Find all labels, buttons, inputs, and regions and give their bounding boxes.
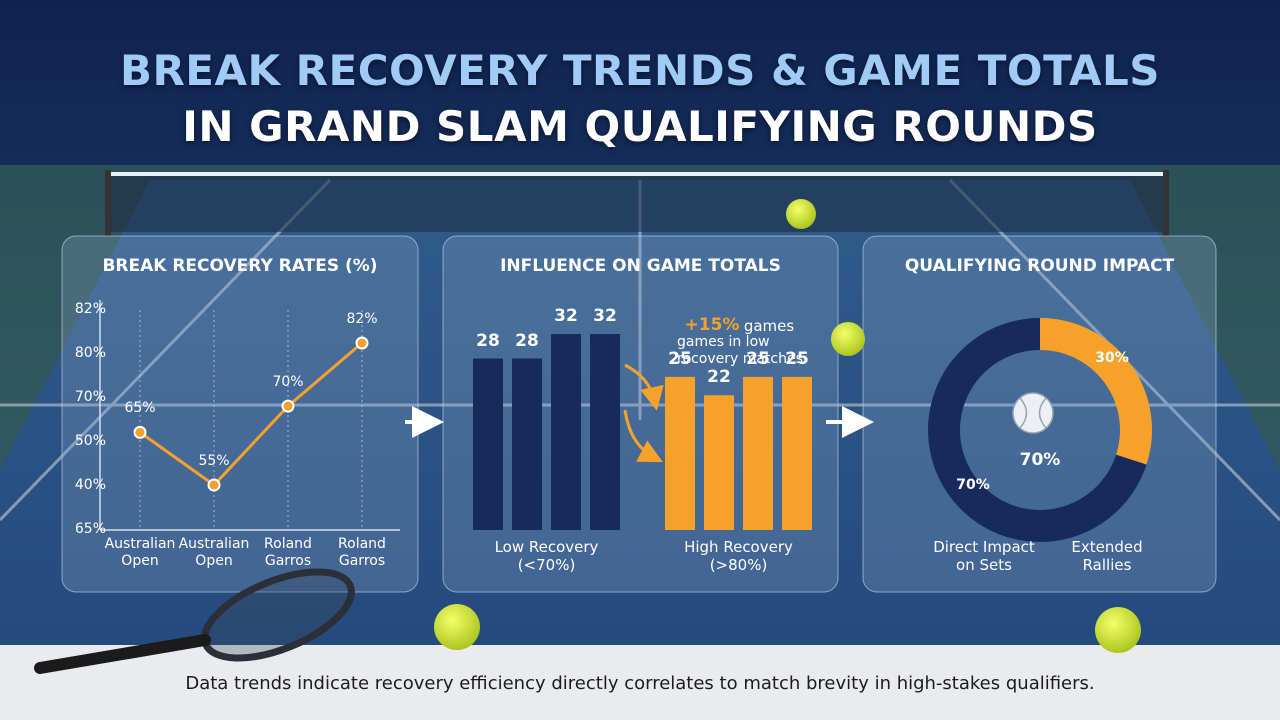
y-tick-label: 65% [74,521,106,537]
y-tick-label: 82% [74,301,106,317]
tennis-ball [434,604,480,650]
annotation-arrow [623,409,663,463]
bar [473,358,503,530]
center-label: 70% [1019,450,1061,470]
tennis-ball [831,322,865,356]
data-point [207,478,221,492]
data-label: 25 [746,348,770,369]
group-label: Low Recovery (<70%) [494,538,599,574]
data-label: 70% [956,477,990,493]
bar [704,395,734,530]
data-label: 32 [554,306,578,326]
y-tick-label: 70% [74,389,106,405]
bar [665,376,695,530]
x-tick-label: Australian Open [178,536,250,569]
data-label: 28 [476,330,500,351]
x-tick-label: Roland Garros [338,536,386,569]
bar [782,376,812,530]
annotation-arrow [624,363,664,411]
data-label: 22 [707,367,731,388]
title-line-2: IN GRAND SLAM QUALIFYING ROUNDS [182,102,1098,151]
data-label: 82% [346,311,378,327]
data-label: 70% [272,374,304,391]
annotation-highlight: +15% [684,315,740,335]
data-point [355,336,369,350]
data-label: 25 [668,348,692,369]
group-label: High Recovery (>80%) [684,538,793,574]
tennis-ball [1095,607,1141,653]
chart-title: QUALIFYING ROUND IMPACT [904,256,1175,276]
y-tick-label: 50% [74,433,106,449]
donut-segment [1039,318,1152,465]
y-tick-label: 80% [74,345,106,361]
chart-title: INFLUENCE ON GAME TOTALS [500,256,781,276]
data-point [281,399,295,413]
bar [590,334,620,530]
ball-seam [1019,397,1047,429]
data-label: 25 [785,348,809,369]
footer-text: Data trends indicate recovery efficiency… [185,673,1095,694]
data-label: 65% [124,400,156,417]
bar [551,334,581,530]
annotation-text: games in low recovery matches [677,334,803,367]
racket [34,568,355,674]
data-label: 32 [593,306,617,326]
x-tick-label: Australian Open [104,536,176,569]
data-label: 28 [515,330,539,351]
category-label: Extended Rallies [1071,538,1143,574]
net [105,170,1169,236]
category-label: Direct Impact on Sets [933,538,1035,574]
data-point [133,425,147,439]
footer-band [0,645,1280,720]
data-label: 30% [1095,350,1129,366]
title-line-1: BREAK RECOVERY TRENDS & GAME TOTALS [119,46,1161,95]
data-label: 55% [198,453,230,469]
bar [743,376,773,530]
y-tick-label: 40% [74,477,106,493]
donut-segment [928,318,1147,542]
ball-icon [1012,392,1054,434]
tennis-ball [786,199,816,229]
annotation-text: games [743,317,795,335]
x-tick-label: Roland Garros [264,536,312,569]
chart-title: BREAK RECOVERY RATES (%) [102,256,378,276]
bar [512,358,542,530]
line-series [139,341,363,487]
